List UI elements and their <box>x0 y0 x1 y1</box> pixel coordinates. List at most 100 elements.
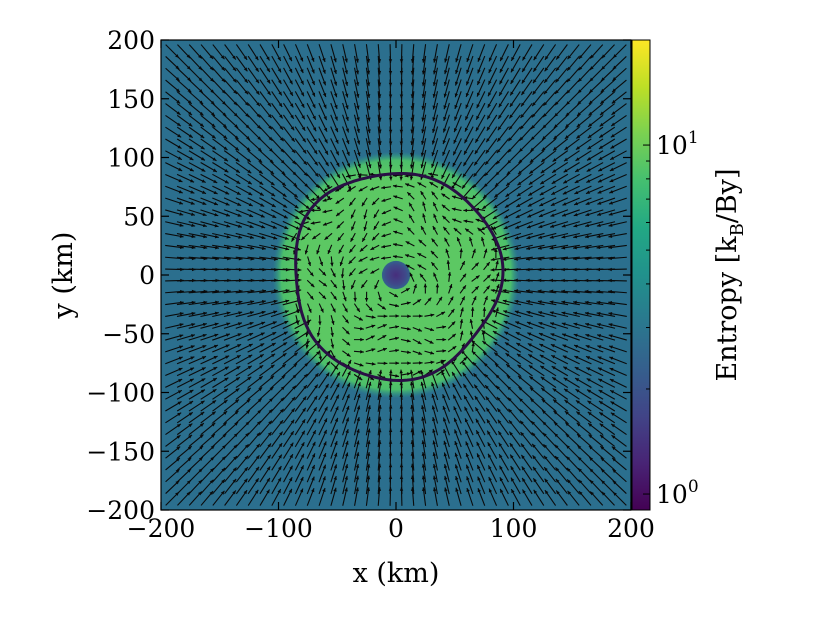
velocity-arrow-172 <box>212 355 230 365</box>
velocity-arrow-51 <box>176 367 195 377</box>
velocity-arrow-412 <box>282 352 299 365</box>
velocity-arrow-440 <box>294 488 304 506</box>
velocity-arrow-1528 <box>597 356 616 365</box>
velocity-arrow-1185 <box>495 161 510 176</box>
velocity-arrow-1368 <box>551 354 569 365</box>
velocity-arrow-508 <box>306 173 320 189</box>
velocity-arrow-1539 <box>596 233 616 239</box>
velocity-arrow-850 <box>412 338 422 345</box>
velocity-arrow-1326 <box>540 376 557 389</box>
velocity-arrow-883 <box>421 405 427 424</box>
velocity-arrow-1526 <box>598 378 616 388</box>
velocity-arrow-935 <box>433 272 438 282</box>
velocity-arrow-102 <box>188 244 208 250</box>
velocity-arrow-1534 <box>596 289 616 294</box>
velocity-arrow-1220 <box>503 220 522 230</box>
velocity-arrow-1161 <box>497 430 510 448</box>
velocity-arrow-443 <box>294 453 305 471</box>
velocity-arrow-1324 <box>541 398 557 412</box>
velocity-arrow-1361 <box>553 432 568 447</box>
velocity-arrow-121 <box>200 479 214 495</box>
velocity-arrow-559 <box>318 44 326 63</box>
velocity-arrow-483 <box>306 453 316 471</box>
velocity-arrow-1276 <box>533 489 545 506</box>
velocity-arrow-960 <box>443 440 450 459</box>
velocity-arrow-68 <box>176 173 195 183</box>
velocity-arrow-1113 <box>476 67 486 86</box>
velocity-arrow-1565 <box>609 389 627 400</box>
velocity-arrow-1469 <box>576 114 592 128</box>
velocity-arrow-1435 <box>567 44 580 60</box>
velocity-arrow-56 <box>176 311 196 317</box>
velocity-arrow-304 <box>247 221 266 229</box>
velocity-arrow-890 <box>424 338 434 345</box>
velocity-arrow-1234 <box>510 55 521 73</box>
velocity-arrow-1227 <box>507 138 521 153</box>
velocity-arrow-1223 <box>505 185 522 198</box>
velocity-arrow-222 <box>223 244 243 250</box>
velocity-arrow-699 <box>360 279 368 289</box>
velocity-arrow-450 <box>294 373 308 389</box>
velocity-arrow-823 <box>392 184 403 188</box>
velocity-arrow-700 <box>358 268 368 275</box>
velocity-arrow-152 <box>200 126 217 139</box>
velocity-arrow-809 <box>400 372 411 376</box>
velocity-arrow-1491 <box>585 322 604 329</box>
velocity-arrow-366 <box>271 419 284 436</box>
velocity-arrow-1055 <box>471 275 480 282</box>
velocity-arrow-1284 <box>529 398 545 412</box>
velocity-arrow-717 <box>365 67 371 87</box>
velocity-arrow-1157 <box>499 477 509 495</box>
velocity-arrow-1152 <box>487 79 498 97</box>
velocity-arrow-1383 <box>551 185 569 196</box>
velocity-arrow-1305 <box>529 161 545 175</box>
velocity-arrow-1201 <box>508 431 521 448</box>
velocity-arrow-704 <box>363 221 368 231</box>
velocity-arrow-933 <box>436 296 443 306</box>
velocity-arrow-1118 <box>487 465 498 483</box>
velocity-arrow-742 <box>370 244 380 251</box>
velocity-arrow-1292 <box>526 310 545 318</box>
velocity-arrow-91 <box>188 366 206 377</box>
velocity-arrow-10 <box>165 378 183 388</box>
velocity-arrow-1400 <box>565 444 580 459</box>
velocity-arrow-930 <box>436 337 447 342</box>
velocity-arrow-531 <box>318 361 331 377</box>
velocity-arrow-1341 <box>538 209 557 218</box>
velocity-arrow-297 <box>247 300 266 306</box>
x-axis: −200 −100 0 100 200 <box>127 40 655 543</box>
velocity-arrow-1425 <box>563 162 580 173</box>
velocity-arrow-539 <box>318 279 328 287</box>
velocity-arrow-1013 <box>459 296 466 306</box>
velocity-arrow-988 <box>442 126 450 145</box>
velocity-arrow-406 <box>282 419 295 436</box>
velocity-arrow-1151 <box>487 91 498 109</box>
velocity-arrow-551 <box>318 138 329 155</box>
velocity-arrow-319 <box>247 44 259 61</box>
velocity-arrow-54 <box>176 334 196 341</box>
velocity-arrow-1230 <box>508 102 521 119</box>
velocity-arrow-1282 <box>530 420 545 436</box>
velocity-arrow-365 <box>271 431 284 448</box>
velocity-arrow-1079 <box>476 453 486 471</box>
velocity-arrow-1267 <box>518 138 533 153</box>
velocity-arrow-1249 <box>516 342 533 353</box>
velocity-arrow-1095 <box>483 274 491 282</box>
velocity-arrow-657 <box>353 303 361 313</box>
velocity-arrow-967 <box>440 359 451 377</box>
velocity-arrow-248 <box>235 398 251 412</box>
velocity-arrow-1213 <box>502 299 522 306</box>
velocity-arrow-1523 <box>598 411 616 424</box>
velocity-arrow-779 <box>381 256 392 260</box>
velocity-arrow-398 <box>271 55 282 73</box>
velocity-arrow-1347 <box>541 138 557 152</box>
velocity-arrow-1004 <box>452 394 462 412</box>
velocity-arrow-1402 <box>564 422 580 436</box>
velocity-arrow-734 <box>377 334 387 341</box>
velocity-arrow-953 <box>432 67 438 87</box>
velocity-arrow-636 <box>342 79 349 98</box>
velocity-arrow-1591 <box>611 91 627 104</box>
velocity-arrow-24 <box>165 221 184 227</box>
velocity-arrow-608 <box>341 394 350 412</box>
velocity-arrow-1301 <box>527 209 545 218</box>
